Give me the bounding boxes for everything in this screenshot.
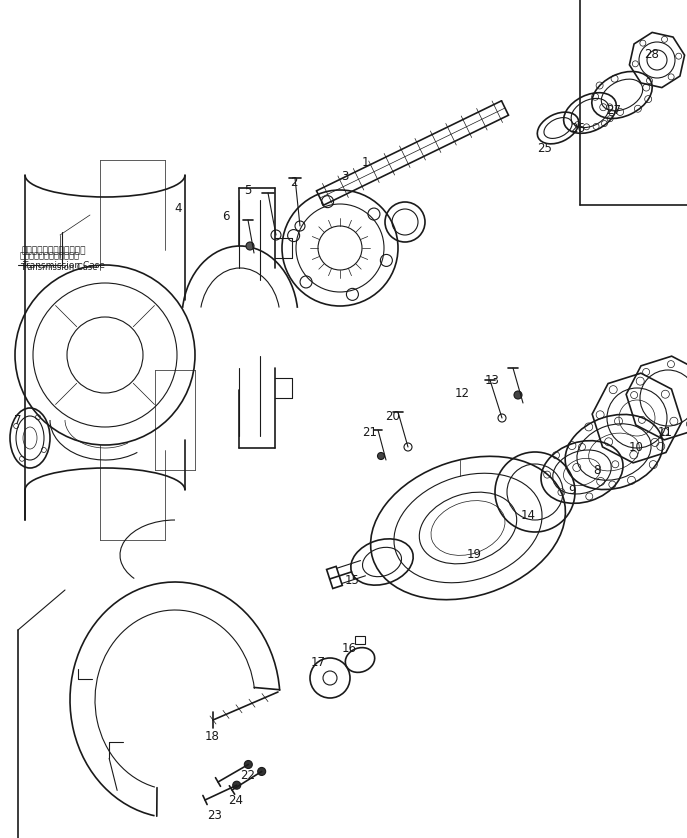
Text: 5: 5 [245, 184, 251, 196]
Text: 21: 21 [363, 426, 377, 438]
Circle shape [246, 242, 254, 250]
Text: 6: 6 [223, 210, 229, 223]
Text: 16: 16 [341, 642, 357, 654]
Text: Transmission Case: Transmission Case [22, 261, 105, 270]
Text: 15: 15 [345, 573, 359, 587]
Text: 25: 25 [537, 142, 552, 154]
Text: 24: 24 [229, 794, 243, 806]
Text: 14: 14 [521, 509, 535, 521]
Text: 7: 7 [14, 413, 22, 427]
Text: Transmission Case: Transmission Case [20, 263, 98, 272]
Text: 23: 23 [207, 809, 223, 821]
Circle shape [245, 761, 252, 768]
Text: 12: 12 [455, 386, 469, 400]
Text: 13: 13 [484, 374, 499, 386]
Text: 3: 3 [341, 170, 349, 184]
Text: 20: 20 [385, 410, 401, 422]
Circle shape [233, 781, 240, 789]
Text: 18: 18 [205, 730, 219, 742]
Circle shape [377, 453, 385, 459]
Text: 8: 8 [594, 463, 600, 477]
Text: 27: 27 [607, 104, 622, 116]
Text: 19: 19 [466, 547, 482, 561]
Text: トランスミッションケース: トランスミッションケース [20, 251, 80, 260]
Text: 26: 26 [570, 122, 585, 135]
Text: 9: 9 [568, 484, 576, 496]
Text: 2: 2 [290, 177, 297, 189]
Text: 1: 1 [361, 156, 369, 168]
Text: トランスミッションケース: トランスミッションケース [22, 246, 87, 255]
Circle shape [514, 391, 522, 399]
Text: 10: 10 [629, 441, 644, 453]
Circle shape [258, 768, 266, 775]
Text: 17: 17 [311, 655, 326, 669]
Text: 4: 4 [174, 201, 182, 215]
Text: 22: 22 [240, 768, 256, 782]
Text: 11: 11 [657, 426, 673, 438]
Text: 28: 28 [644, 49, 660, 61]
